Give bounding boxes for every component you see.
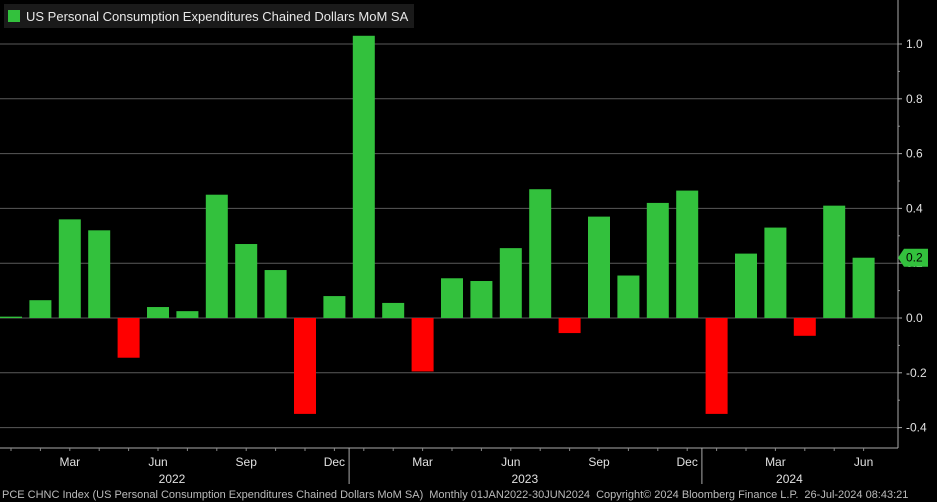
x-tick-label: Jun bbox=[148, 455, 167, 469]
bar bbox=[205, 194, 228, 318]
footer: PCE CHNC Index (US Personal Consumption … bbox=[2, 489, 935, 501]
last-value-label: 0.2 bbox=[906, 251, 923, 265]
bar bbox=[558, 318, 581, 334]
bar bbox=[441, 278, 463, 318]
bar bbox=[117, 318, 140, 358]
bar bbox=[352, 35, 375, 318]
year-label: 2024 bbox=[776, 472, 803, 486]
footer-ticker: PCE CHNC Index (US Personal Consumption … bbox=[2, 489, 424, 501]
bar bbox=[235, 244, 258, 318]
y-tick-label: 0.0 bbox=[906, 311, 923, 325]
footer-timestamp: 26-Jul-2024 08:43:21 bbox=[804, 489, 909, 501]
x-axis: Mar Jun Sep Dec Mar Jun Sep Dec Mar Jun 2022 2023 20… bbox=[0, 447, 898, 486]
x-tick-label: Mar bbox=[412, 455, 433, 469]
y-axis: 1.00.80.60.40.20.0-0.2-0.40.2 bbox=[897, 0, 928, 448]
x-tick-label: Dec bbox=[677, 455, 698, 469]
bar bbox=[382, 302, 405, 318]
legend: US Personal Consumption Expenditures Cha… bbox=[4, 4, 415, 28]
bar bbox=[499, 248, 522, 318]
y-tick-label: -0.4 bbox=[906, 421, 927, 435]
bar bbox=[588, 216, 610, 318]
x-tick-label: Sep bbox=[588, 455, 610, 469]
bar bbox=[323, 296, 346, 318]
bar bbox=[264, 270, 287, 318]
bar bbox=[88, 230, 111, 318]
x-tick-label: Mar bbox=[59, 455, 80, 469]
legend-swatch bbox=[8, 10, 20, 22]
bar bbox=[176, 311, 199, 318]
bar bbox=[29, 300, 52, 318]
y-tick-label: 0.4 bbox=[906, 201, 923, 215]
x-tick-label: Dec bbox=[324, 455, 345, 469]
last-value-marker bbox=[898, 248, 928, 267]
year-label: 2023 bbox=[511, 472, 538, 486]
bar bbox=[58, 219, 81, 318]
bar bbox=[0, 316, 22, 318]
gridlines bbox=[0, 43, 898, 429]
bar bbox=[294, 318, 316, 414]
bar bbox=[735, 253, 757, 318]
bar bbox=[793, 318, 816, 336]
y-tick-label: 0.8 bbox=[906, 92, 923, 106]
bar bbox=[529, 189, 552, 318]
bar bbox=[705, 318, 728, 414]
y-tick-label: 0.6 bbox=[906, 147, 923, 161]
y-tick-label: -0.2 bbox=[906, 366, 927, 380]
bar bbox=[470, 281, 493, 318]
legend-label: US Personal Consumption Expenditures Cha… bbox=[26, 8, 409, 24]
last-value-tag: 0.2 bbox=[898, 248, 928, 267]
bar bbox=[617, 275, 640, 318]
x-tick-label: Sep bbox=[236, 455, 258, 469]
bar bbox=[411, 318, 434, 372]
bars bbox=[0, 35, 875, 414]
x-tick-label: Mar bbox=[765, 455, 786, 469]
bar bbox=[852, 257, 875, 318]
bar bbox=[764, 227, 787, 318]
bar bbox=[147, 307, 169, 318]
footer-copyright: Copyright© 2024 Bloomberg Finance L.P. bbox=[596, 489, 799, 501]
x-tick-label: Jun bbox=[854, 455, 873, 469]
footer-period: Monthly 01JAN2022-30JUN2024 bbox=[429, 489, 591, 501]
bar bbox=[823, 205, 846, 318]
year-label: 2022 bbox=[159, 472, 186, 486]
bar bbox=[676, 190, 699, 318]
y-tick-label: 1.0 bbox=[906, 37, 923, 51]
bar bbox=[646, 202, 669, 318]
x-tick-label: Jun bbox=[501, 455, 520, 469]
